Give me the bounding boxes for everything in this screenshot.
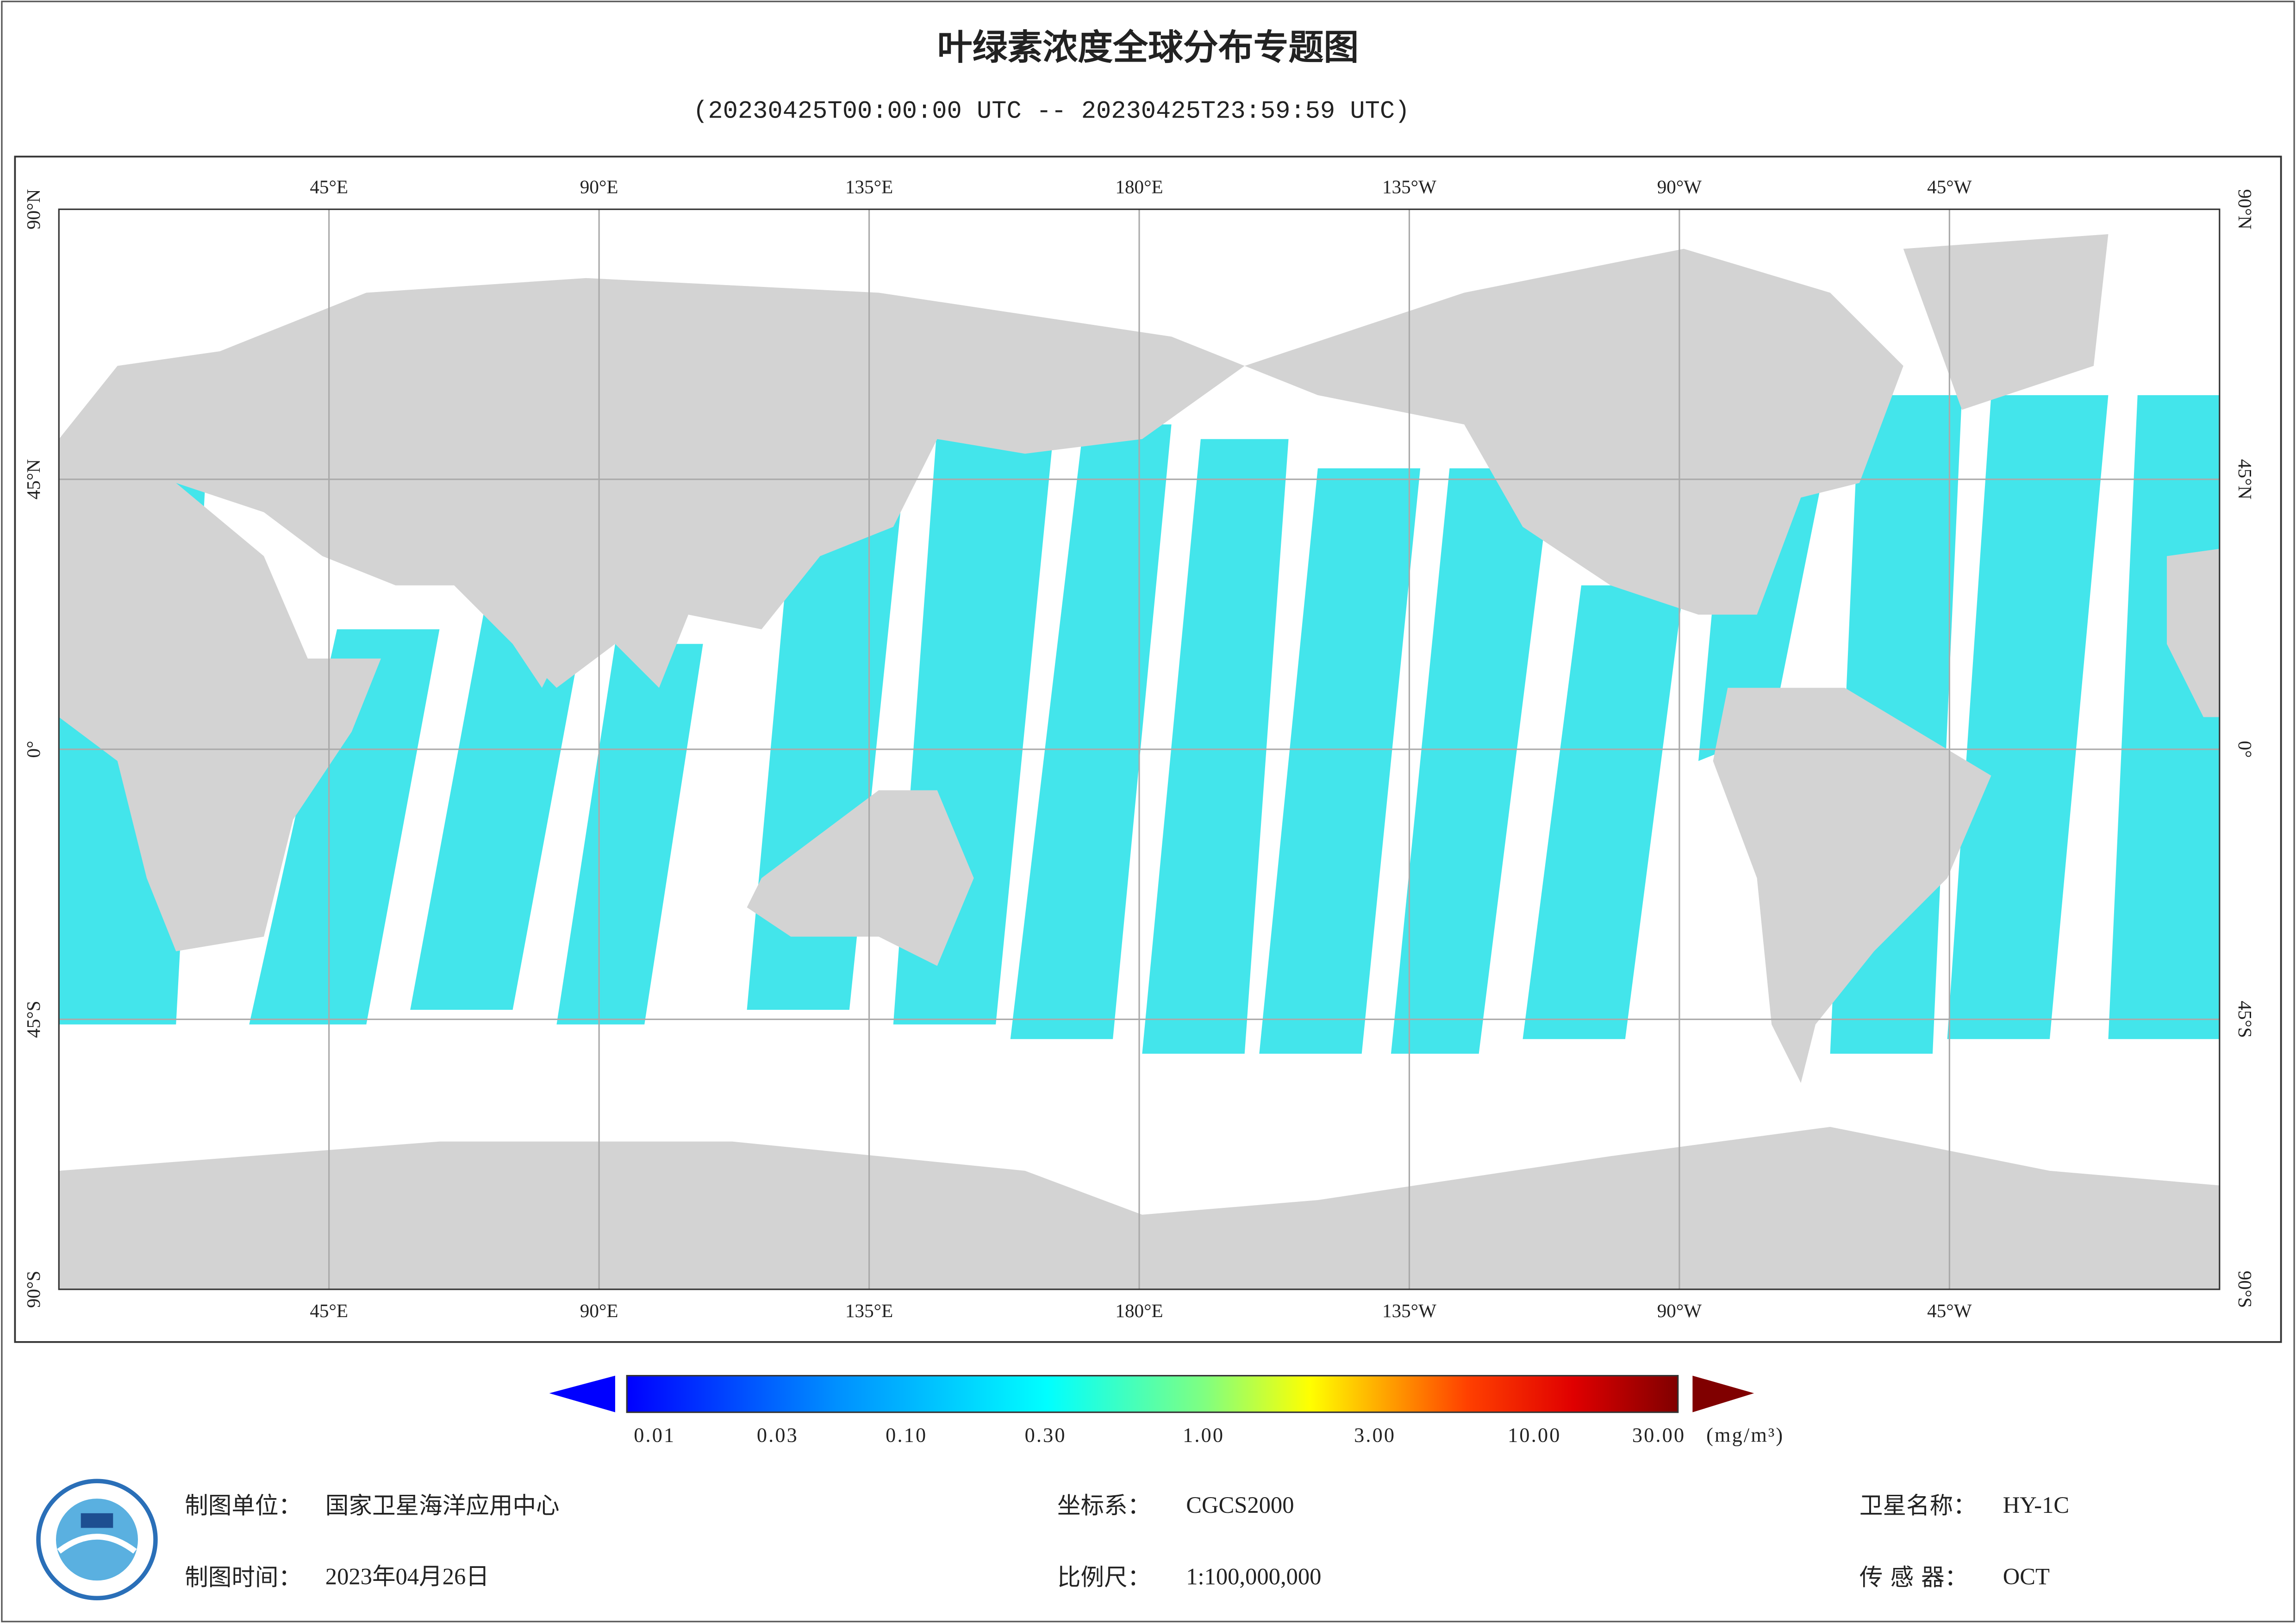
- lon-label-bottom: 45°W: [1927, 1300, 1972, 1321]
- lon-label-bottom: 135°W: [1382, 1300, 1436, 1321]
- colorbar-over-arrow: [1692, 1375, 1754, 1412]
- lon-label-top: 90°E: [580, 176, 618, 197]
- footer-value: 国家卫星海洋应用中心: [325, 1492, 560, 1519]
- footer-value: CGCS2000: [1186, 1492, 1294, 1518]
- map-body: [59, 209, 2220, 1289]
- footer-label: 制图单位：: [185, 1492, 302, 1519]
- lat-label-left: 90°N: [23, 189, 44, 230]
- colorbar-tick-label: 0.10: [886, 1424, 927, 1447]
- graticule: [59, 209, 2220, 1289]
- colorbar-tick-label: 0.01: [634, 1424, 675, 1447]
- map-inner-frame: [58, 208, 2221, 1290]
- lon-label-top: 90°W: [1657, 176, 1702, 197]
- lon-label-top: 180°E: [1115, 176, 1163, 197]
- footer: 制图单位： 国家卫星海洋应用中心 坐标系： CGCS2000 卫星名称： HY-1C 制图时…: [185, 1492, 2069, 1591]
- footer-value: OCT: [2003, 1564, 2050, 1590]
- lon-label-bottom: 90°E: [580, 1300, 618, 1321]
- colorbar-under-arrow: [549, 1375, 615, 1412]
- footer-label: 坐标系：: [1057, 1492, 1151, 1519]
- footer-label: 传 感 器：: [1859, 1564, 1968, 1591]
- lat-label-right: 90°S: [2234, 1271, 2256, 1308]
- lat-label-right: 90°N: [2234, 189, 2256, 230]
- colorbar-tick-label: 0.30: [1025, 1424, 1067, 1447]
- title: 叶绿素浓度全球分布专题图: [937, 27, 1359, 68]
- lon-label-top: 135°W: [1382, 176, 1436, 197]
- map-frame: [14, 155, 2282, 1343]
- footer-label: 卫星名称：: [1859, 1492, 1977, 1519]
- colorbar-ticks: 0.01 0.03 0.10 0.30 1.00 3.00 10.00 30.00: [634, 1424, 1685, 1447]
- colorbar: [626, 1374, 1679, 1413]
- lat-label-left: 90°S: [23, 1271, 44, 1308]
- footer-value: 2023年04月26日: [325, 1564, 489, 1590]
- footer-value: HY-1C: [2003, 1492, 2069, 1518]
- colorbar-tick-label: 3.00: [1354, 1424, 1396, 1447]
- lon-label-bottom: 135°E: [845, 1300, 893, 1321]
- lon-label-top: 45°W: [1927, 176, 1972, 197]
- subtitle: (20230425T00:00:00 UTC -- 20230425T23:59…: [693, 98, 1410, 126]
- lon-label-top: 135°E: [845, 176, 893, 197]
- lat-label-left: 45°N: [23, 459, 44, 499]
- lat-label-right: 45°N: [2234, 459, 2256, 499]
- footer-label: 制图时间：: [185, 1564, 302, 1591]
- footer-label: 比例尺：: [1057, 1564, 1151, 1591]
- colorbar-tick-label: 30.00: [1632, 1424, 1685, 1447]
- footer-value: 1:100,000,000: [1186, 1564, 1321, 1590]
- colorbar-tick-label: 10.00: [1508, 1424, 1561, 1447]
- lat-label-left: 45°S: [23, 1001, 44, 1038]
- lat-label-left: 0°: [23, 741, 44, 758]
- lon-label-bottom: 90°W: [1657, 1300, 1702, 1321]
- lon-label-bottom: 180°E: [1115, 1300, 1163, 1321]
- map-labels: 45°E 45°E 90°E 90°E 135°E 135°E 180°E 180°E 135°…: [23, 176, 2256, 1321]
- lat-label-right: 0°: [2234, 741, 2256, 758]
- logo: [36, 1479, 158, 1600]
- colorbar-tick-label: 1.00: [1183, 1424, 1224, 1447]
- lon-label-bottom: 45°E: [310, 1300, 348, 1321]
- colorbar-unit: (mg/m³): [1706, 1424, 1784, 1447]
- lat-label-right: 45°S: [2234, 1001, 2256, 1038]
- lon-label-top: 45°E: [310, 176, 348, 197]
- colorbar-tick-label: 0.03: [757, 1424, 799, 1447]
